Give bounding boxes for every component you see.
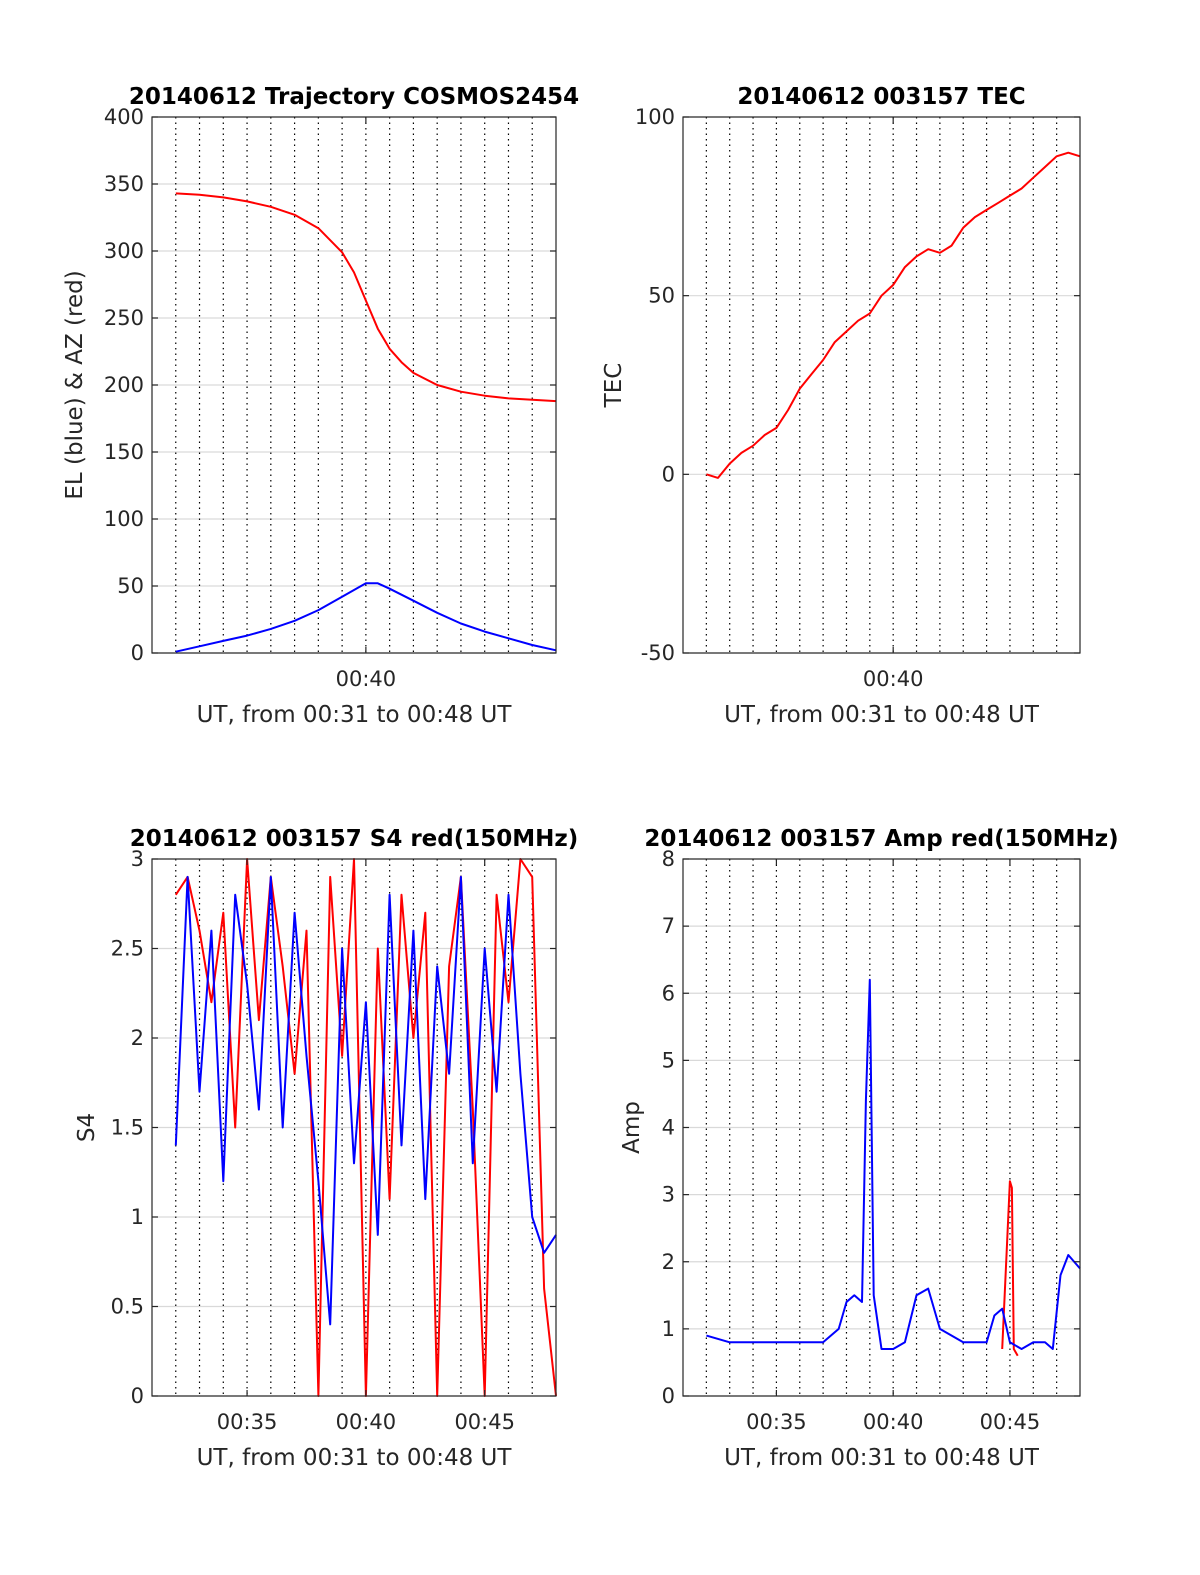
y-axis-label: EL (blue) & AZ (red)	[62, 270, 88, 499]
x-axis-label: UT, from 00:31 to 00:48 UT	[197, 702, 513, 728]
y-tick-label: 2.5	[111, 937, 144, 961]
series-line-red	[1001, 1180, 1019, 1357]
y-tick-label: 0	[662, 462, 675, 486]
series-line-az	[175, 192, 557, 403]
y-tick-label: 100	[635, 105, 675, 129]
y-tick-label: 0	[662, 1384, 675, 1408]
series-line-tec	[706, 151, 1081, 479]
amp-chart: 0 1 2 3 4 5 6 7 8 00:35 00:40 00:45 20140612 003157 …	[619, 826, 1119, 1471]
y-tick-label: 2	[131, 1026, 144, 1050]
series-line-el	[175, 582, 557, 653]
y-tick-label: 1.5	[111, 1116, 144, 1140]
y-tick-label: 300	[104, 239, 144, 263]
y-tick-label: 50	[117, 574, 144, 598]
chart-title: 20140612 003157 S4 red(150MHz)	[130, 826, 579, 852]
x-tick-label: 00:35	[217, 1410, 278, 1434]
y-tick-label: 3	[662, 1183, 675, 1207]
y-tick-label: 5	[662, 1048, 675, 1072]
y-tick-label: 1	[131, 1205, 144, 1229]
y-tick-label: 6	[662, 981, 675, 1005]
y-tick-label: 0.5	[111, 1295, 144, 1319]
y-tick-label: 8	[662, 847, 675, 871]
x-axis-label: UT, from 00:31 to 00:48 UT	[724, 1445, 1040, 1471]
y-axis-label: Amp	[619, 1101, 645, 1154]
y-axis-label: TEC	[601, 363, 627, 409]
x-tick-label: 00:45	[454, 1410, 515, 1434]
y-tick-label: 0	[131, 641, 144, 665]
tec-chart: -50 0 50 100 00:40 20140612 003157 TEC UT, fro…	[601, 84, 1081, 728]
x-axis-label: UT, from 00:31 to 00:48 UT	[724, 702, 1040, 728]
x-tick-label: 00:40	[863, 1410, 924, 1434]
y-tick-label: 200	[104, 373, 144, 397]
x-tick-label: 00:45	[980, 1410, 1041, 1434]
y-tick-label: 1	[662, 1317, 675, 1341]
y-tick-label: 3	[131, 847, 144, 871]
series-line-blue	[174, 875, 557, 1326]
y-axis-label: S4	[74, 1113, 100, 1142]
y-tick-label: 250	[104, 306, 144, 330]
x-tick-label: 00:40	[336, 1410, 397, 1434]
y-tick-label: 50	[648, 284, 675, 308]
y-tick-label: 350	[104, 172, 144, 196]
chart-title: 20140612 Trajectory COSMOS2454	[129, 84, 579, 110]
x-tick-label: 00:35	[746, 1410, 807, 1434]
s4-chart: 0 0.5 1 1.5 2 2.5 3 00:35 00:40 00:45 20140612 003…	[74, 826, 578, 1471]
y-tick-label: 150	[104, 440, 144, 464]
chart-title: 20140612 003157 Amp red(150MHz)	[644, 826, 1118, 852]
series-line-blue	[706, 978, 1081, 1350]
x-tick-label: 00:40	[336, 667, 397, 691]
y-tick-label: 7	[662, 914, 675, 938]
x-tick-label: 00:40	[863, 667, 924, 691]
y-tick-label: 4	[662, 1116, 675, 1140]
trajectory-chart: 0 50 100 150 200 250 300 350 400 00:40 20140612 Tr…	[62, 84, 579, 728]
chart-title: 20140612 003157 TEC	[737, 84, 1025, 110]
y-tick-label: 400	[104, 105, 144, 129]
y-tick-label: 2	[662, 1250, 675, 1274]
y-tick-label: 0	[131, 1384, 144, 1408]
x-axis-label: UT, from 00:31 to 00:48 UT	[197, 1445, 513, 1471]
axes-box	[682, 116, 1081, 654]
y-tick-label: 100	[104, 507, 144, 531]
y-tick-label: -50	[641, 641, 675, 665]
